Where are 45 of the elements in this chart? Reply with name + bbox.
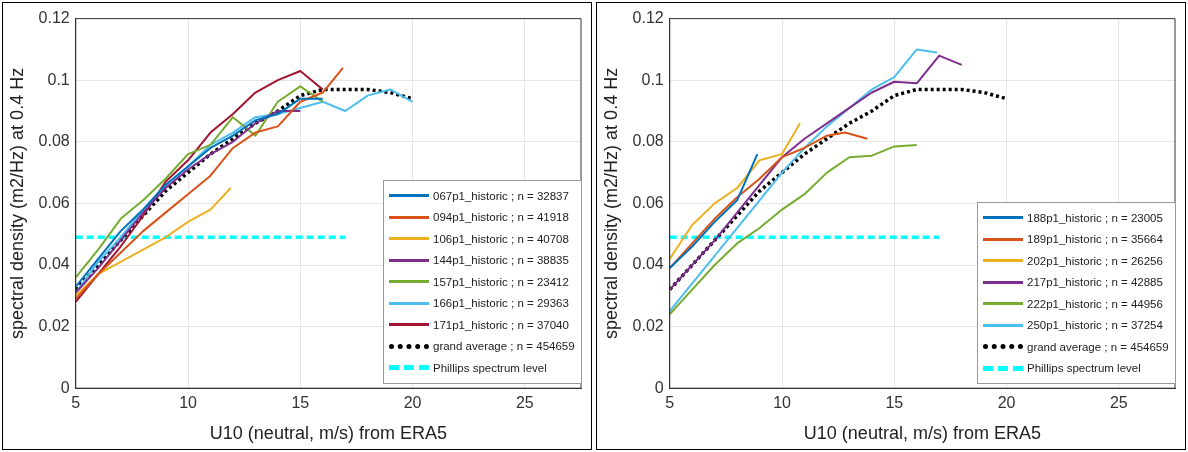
legend-label: 250p1_historic ; n = 37254 <box>1027 319 1163 332</box>
x-tick-label: 15 <box>885 394 904 412</box>
legend-label: 106p1_historic ; n = 40708 <box>433 232 569 245</box>
y-tick-label: 0.12 <box>632 9 664 27</box>
y-tick-label: 0.04 <box>38 255 70 273</box>
legend-label: 067p1_historic ; n = 32837 <box>433 189 569 202</box>
legend-label: Phillips spectrum level <box>1027 362 1141 375</box>
x-tick-label: 25 <box>1109 394 1128 412</box>
x-tick-label: 10 <box>179 394 198 412</box>
y-tick-label: 0.1 <box>641 70 664 88</box>
y-tick-label: 0.06 <box>38 193 70 211</box>
legend-label: 144p1_historic ; n = 38835 <box>433 254 569 267</box>
legend-label: 094p1_historic ; n = 41918 <box>433 211 569 224</box>
x-tick-label: 5 <box>665 394 675 412</box>
legend-label: 217p1_historic ; n = 42885 <box>1027 276 1163 289</box>
legend-label: 166p1_historic ; n = 29363 <box>433 297 569 310</box>
x-tick-label: 10 <box>773 394 792 412</box>
y-tick-label: 0.02 <box>38 317 70 335</box>
y-axis-title: spectral density (m2/Hz) at 0.4 Hz <box>6 67 27 339</box>
x-axis-title: U10 (neutral, m/s) from ERA5 <box>209 423 447 444</box>
y-tick-label: 0.12 <box>38 9 70 27</box>
y-tick-label: 0.08 <box>38 132 70 150</box>
x-tick-label: 25 <box>515 394 534 412</box>
x-tick-label: 5 <box>71 394 81 412</box>
y-axis-title: spectral density (m2/Hz) at 0.4 Hz <box>600 67 621 339</box>
legend-label: 189p1_historic ; n = 35664 <box>1027 233 1163 246</box>
y-tick-label: 0.08 <box>632 132 664 150</box>
y-tick-label: 0.06 <box>632 193 664 211</box>
x-axis-title: U10 (neutral, m/s) from ERA5 <box>803 423 1041 444</box>
legend-label: grand average ; n = 454659 <box>1027 340 1169 353</box>
y-tick-label: 0.1 <box>47 70 70 88</box>
legend-label: Phillips spectrum level <box>433 361 547 374</box>
legend-label: 157p1_historic ; n = 23412 <box>433 275 569 288</box>
y-tick-label: 0 <box>654 378 664 396</box>
legend-label: 171p1_historic ; n = 37040 <box>433 318 569 331</box>
legend-label: grand average ; n = 454659 <box>433 340 575 353</box>
y-tick-label: 0.04 <box>632 255 664 273</box>
legend-label: 202p1_historic ; n = 26256 <box>1027 254 1163 267</box>
y-tick-label: 0 <box>60 378 70 396</box>
x-tick-label: 20 <box>403 394 422 412</box>
x-tick-label: 20 <box>997 394 1016 412</box>
x-tick-label: 15 <box>291 394 310 412</box>
y-tick-label: 0.02 <box>632 317 664 335</box>
legend-label: 188p1_historic ; n = 23005 <box>1027 211 1163 224</box>
legend-label: 222p1_historic ; n = 44956 <box>1027 297 1163 310</box>
